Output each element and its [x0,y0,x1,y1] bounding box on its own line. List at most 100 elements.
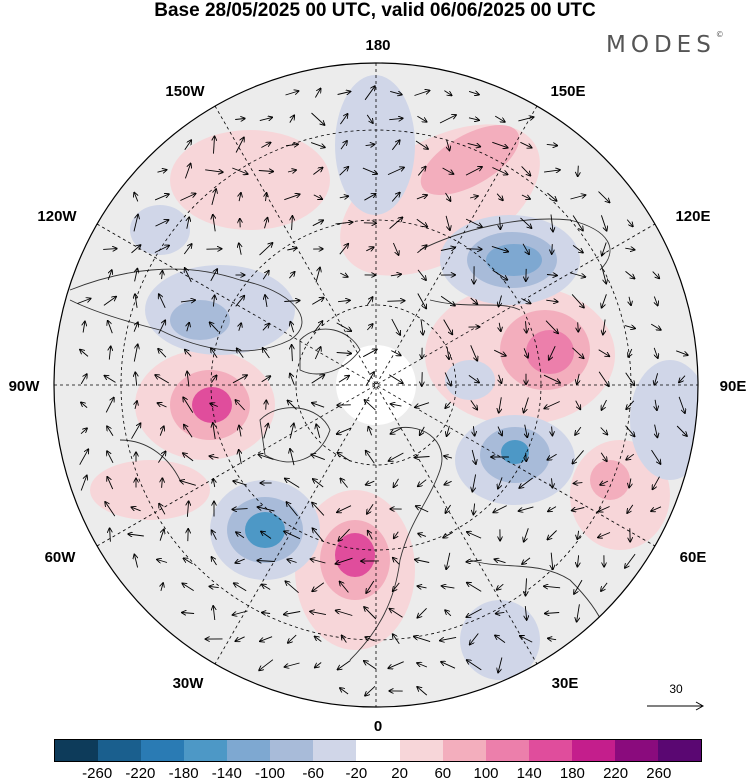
wind-vector [214,136,215,154]
wind-vector [417,687,428,696]
wind-vector [235,558,245,563]
wind-vector [312,220,323,227]
wind-vector [443,319,453,335]
wind-vector [107,451,114,464]
wind-vector [367,297,372,306]
wind-vector [626,453,635,460]
wind-vector [134,555,137,568]
wind-vector [263,424,268,439]
wind-vector [368,427,371,436]
wind-vector [313,528,324,542]
wind-vector [180,300,195,302]
wind-vector [162,271,163,280]
wind-vector [445,215,450,230]
wind-vector [285,144,298,145]
wind-vector [211,189,216,206]
wind-vector [415,140,428,149]
wind-vector [160,426,164,436]
wind-vector [391,427,402,434]
wind-vector [335,222,353,224]
wind-vector [314,347,320,360]
wind-vector [133,215,138,232]
wind-vector [624,326,635,329]
colorbar-tick-label: -260 [82,765,113,782]
wind-vector [258,507,275,512]
wind-vector [548,506,557,512]
wind-vector [390,274,401,276]
wind-vector [416,195,427,200]
negative-anomaly [630,360,698,480]
wind-vector [135,372,136,386]
wind-vector [440,248,455,251]
wind-vector [418,534,427,537]
wind-vector [471,449,476,464]
positive-anomaly [590,460,630,500]
wind-vector [157,560,168,563]
wind-vector [492,141,507,147]
wind-vector [312,582,325,591]
wind-vector [603,319,605,335]
wind-vector [213,215,215,232]
wind-vector [184,140,191,151]
wind-vector [678,396,685,413]
wind-vector [466,560,482,562]
wind-vector [288,634,297,643]
wind-vector [310,142,325,148]
colorbar-cell [313,740,357,761]
wind-vector [183,244,191,255]
wind-vector [366,114,373,123]
wind-vector [80,374,87,385]
wind-vector [128,534,144,536]
wind-vector [500,216,501,229]
wind-vector [496,612,505,613]
wind-vector [284,612,301,615]
wind-vector [600,215,606,230]
wind-vector [287,170,296,172]
wind-vector [470,400,477,409]
wind-vector [444,481,452,484]
wind-vector [315,637,322,642]
lon-label-90e: 90E [720,378,747,395]
wind-vector [389,217,403,229]
wind-vector [440,295,455,305]
wind-vector [107,426,114,436]
wind-vector [108,270,112,281]
wind-vector [154,194,169,201]
wind-vector [494,349,506,356]
wind-vector [289,424,294,439]
wind-vector [235,296,245,307]
wind-vector [339,167,349,176]
wind-vector [368,531,373,540]
wind-vector [417,293,426,309]
wind-vector [180,481,196,486]
wind-vector [521,194,530,199]
colorbar-cell [657,740,701,761]
wind-vector [525,606,526,620]
wind-vector [135,401,137,410]
wind-vector [210,322,219,333]
brand-mark: © [715,30,724,39]
wind-vector [107,477,114,490]
wind-vector [551,214,553,232]
lon-label-120e: 120E [675,208,710,225]
wind-vector [602,399,607,410]
wind-vector [290,322,293,333]
wind-vector [571,294,584,307]
wind-vector [626,400,635,409]
wind-vector [442,586,455,588]
wind-vector [81,402,88,408]
wind-vector [131,245,141,254]
wind-vector [180,194,195,201]
negative-anomaly [170,300,230,340]
wind-vectors [77,86,687,696]
lon-label-30w: 30W [173,675,205,692]
wind-vector [131,507,141,511]
wind-vector [342,636,347,643]
wind-vector [496,193,503,201]
wind-vector [233,610,248,615]
wind-vector [162,478,163,488]
wind-vector [602,242,607,256]
wind-vector [185,350,192,357]
wind-vector [625,425,635,437]
negative-anomaly [130,205,190,255]
